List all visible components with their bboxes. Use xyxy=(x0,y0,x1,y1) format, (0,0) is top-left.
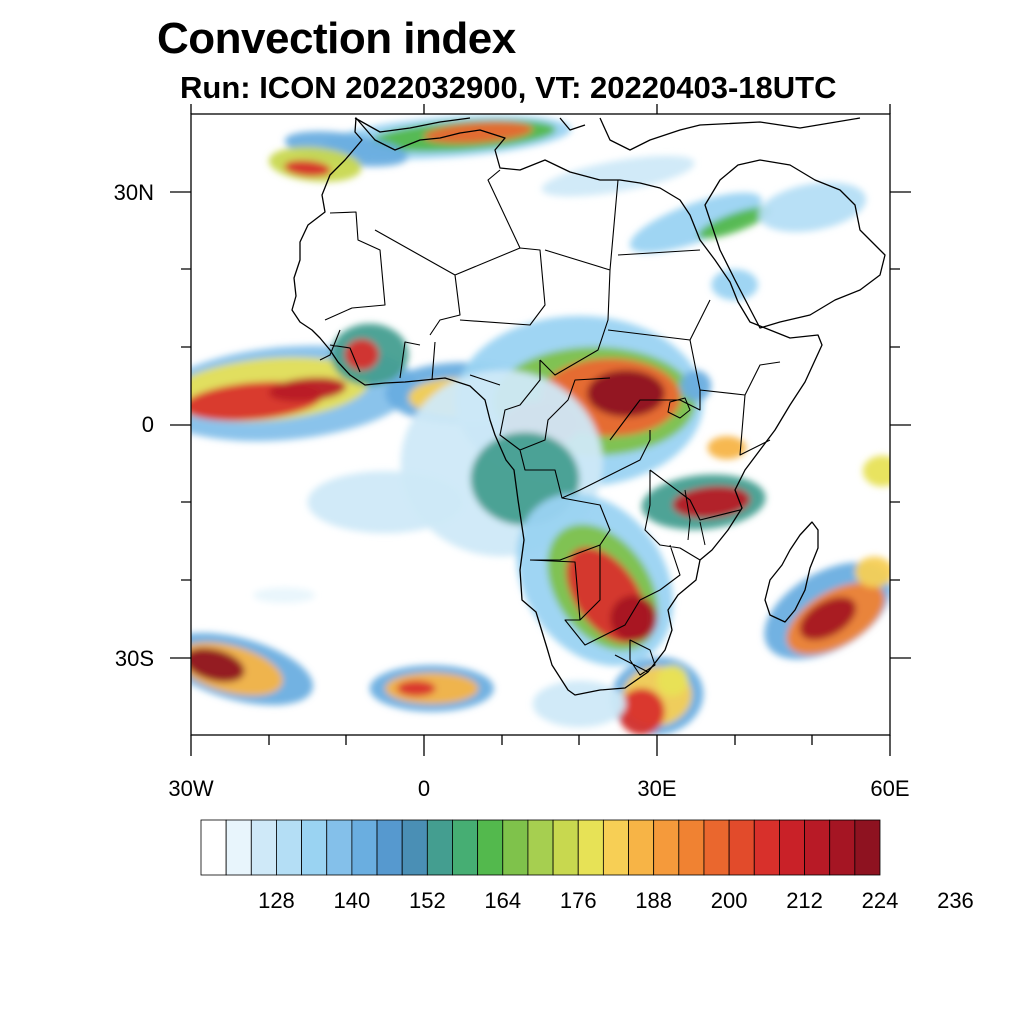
madagascar-coastline xyxy=(764,521,819,623)
colorbar-label: 176 xyxy=(559,888,597,913)
colorbar-swatch xyxy=(276,819,302,876)
colorbar-swatch xyxy=(477,819,504,876)
colorbar-label: 236 xyxy=(937,888,974,913)
colorbar-swatch xyxy=(301,819,328,876)
colorbar-swatch xyxy=(779,819,805,876)
convection-cell xyxy=(610,595,657,642)
europe-coast xyxy=(354,117,861,151)
convection-cell xyxy=(855,556,890,588)
convection-cell xyxy=(698,206,772,239)
colorbar-swatch xyxy=(854,819,881,876)
convection-cell xyxy=(253,587,316,604)
lon-label-30e: 30E xyxy=(637,776,677,801)
convection-cell xyxy=(862,455,890,487)
colorbar-swatch xyxy=(401,819,428,876)
lat-label-30n: 30N xyxy=(113,180,154,205)
axis-ticks xyxy=(170,104,911,756)
colorbar-swatch xyxy=(703,819,730,876)
convection-cell xyxy=(344,339,379,371)
colorbar-label: 152 xyxy=(408,888,446,913)
convection-cell xyxy=(711,269,758,301)
coastlines-borders xyxy=(291,117,886,696)
convection-cell xyxy=(541,155,695,197)
colorbar-swatch xyxy=(326,819,353,876)
colorbar-swatch xyxy=(502,819,529,876)
convection-cell xyxy=(532,680,626,728)
plot-frame xyxy=(170,104,911,756)
convection-cell xyxy=(758,182,867,232)
convection-field xyxy=(191,115,890,735)
colorbar-swatch xyxy=(602,819,629,876)
convection-cell xyxy=(629,192,762,253)
convection-cell xyxy=(707,436,747,460)
colorbar-label: 188 xyxy=(635,888,673,913)
colorbar-swatch xyxy=(577,819,604,876)
convection-cell xyxy=(307,471,463,534)
colorbar-label: 212 xyxy=(786,888,823,913)
lat-label-30s: 30S xyxy=(114,646,154,671)
convection-cell xyxy=(618,688,665,735)
national-borders xyxy=(319,169,781,676)
convection-cell xyxy=(396,680,436,697)
lakes xyxy=(667,397,706,546)
colorbar-swatch xyxy=(678,819,705,876)
colorbar-swatch xyxy=(250,819,277,876)
arabia-coastline xyxy=(704,159,886,329)
colorbar xyxy=(200,819,881,876)
colorbar-swatch xyxy=(351,819,378,876)
colorbar-label: 224 xyxy=(861,888,899,913)
colorbar-swatch xyxy=(552,819,579,876)
map-title: Convection index xyxy=(157,14,516,63)
colorbar-label: 128 xyxy=(258,888,295,913)
colorbar-swatch xyxy=(653,819,680,876)
colorbar-swatch xyxy=(426,819,453,876)
lon-label-60e: 60E xyxy=(870,776,910,801)
map-subtitle: Run: ICON 2022032900, VT: 20220403-18UTC xyxy=(180,70,837,105)
convection-cell xyxy=(268,377,347,402)
convection-cell xyxy=(191,648,245,683)
colorbar-swatch xyxy=(728,819,755,876)
convection-cell xyxy=(672,486,751,518)
colorbar-swatch xyxy=(452,819,479,876)
convection-cell xyxy=(680,370,712,402)
convection-cell xyxy=(284,160,331,177)
convection-cell xyxy=(587,370,665,417)
colorbar-swatch xyxy=(804,819,831,876)
lat-label-0: 0 xyxy=(141,412,154,437)
colorbar-swatch xyxy=(376,819,403,876)
convection-cell xyxy=(799,597,857,641)
colorbar-swatch xyxy=(753,819,780,876)
africa-coastline xyxy=(291,117,823,696)
convection-cell xyxy=(657,665,689,697)
colorbar-swatch xyxy=(628,819,655,876)
colorbar-swatch xyxy=(527,819,554,876)
colorbar-label: 164 xyxy=(484,888,522,913)
lon-label-0: 0 xyxy=(417,776,431,801)
colorbar-swatch xyxy=(200,819,227,876)
colorbar-swatch xyxy=(829,819,856,876)
colorbar-label: 200 xyxy=(710,888,748,913)
lon-label-30w: 30W xyxy=(168,776,214,801)
colorbar-label: 140 xyxy=(333,888,371,913)
colorbar-swatch xyxy=(225,819,252,876)
